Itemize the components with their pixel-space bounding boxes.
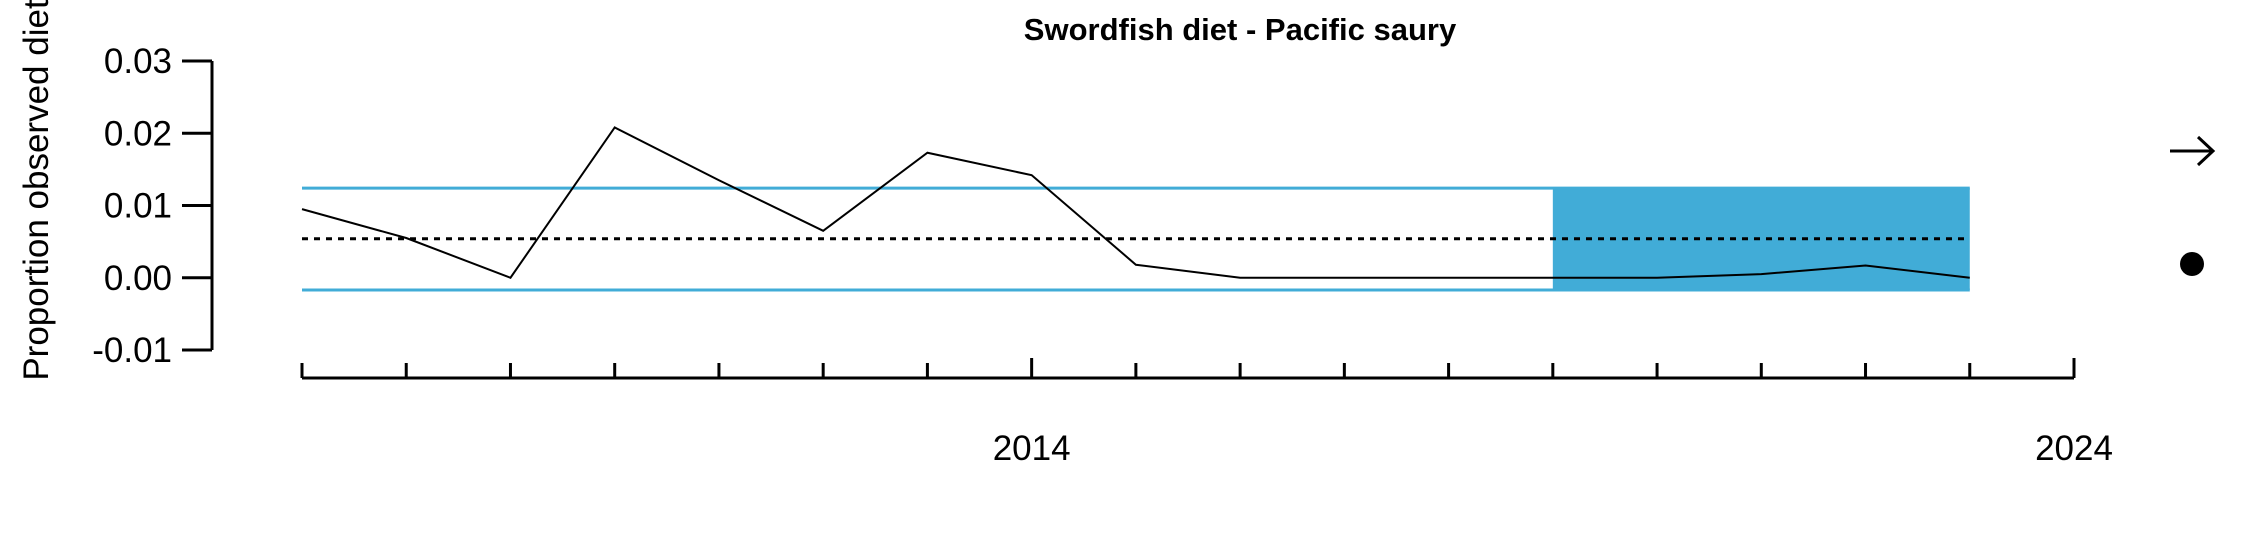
- sd-lines: [302, 186, 1970, 292]
- chart-title: Swordfish diet - Pacific saury: [1024, 12, 1457, 47]
- y-tick-label: -0.01: [92, 331, 172, 370]
- x-axis: 2014 2024: [300, 358, 2113, 468]
- y-tick-label: 0.03: [104, 42, 172, 81]
- y-tick-label: 0.01: [104, 187, 172, 226]
- x-tick-label: 2024: [2035, 429, 2113, 468]
- y-axis: -0.01 0.00 0.01 0.02 0.03: [92, 42, 214, 370]
- y-tick-label: 0.02: [104, 114, 172, 153]
- series-line-0: [301, 126, 1970, 279]
- x-tick-label: 2014: [993, 429, 1071, 468]
- right-arrow-icon: [2170, 135, 2216, 167]
- data-series: [301, 126, 1970, 279]
- y-axis-label: Proportion observed diet: [17, 0, 56, 381]
- trend-indicator: [2170, 135, 2216, 276]
- y-tick-label: 0.00: [104, 259, 172, 298]
- filled-circle-icon: [2180, 252, 2204, 276]
